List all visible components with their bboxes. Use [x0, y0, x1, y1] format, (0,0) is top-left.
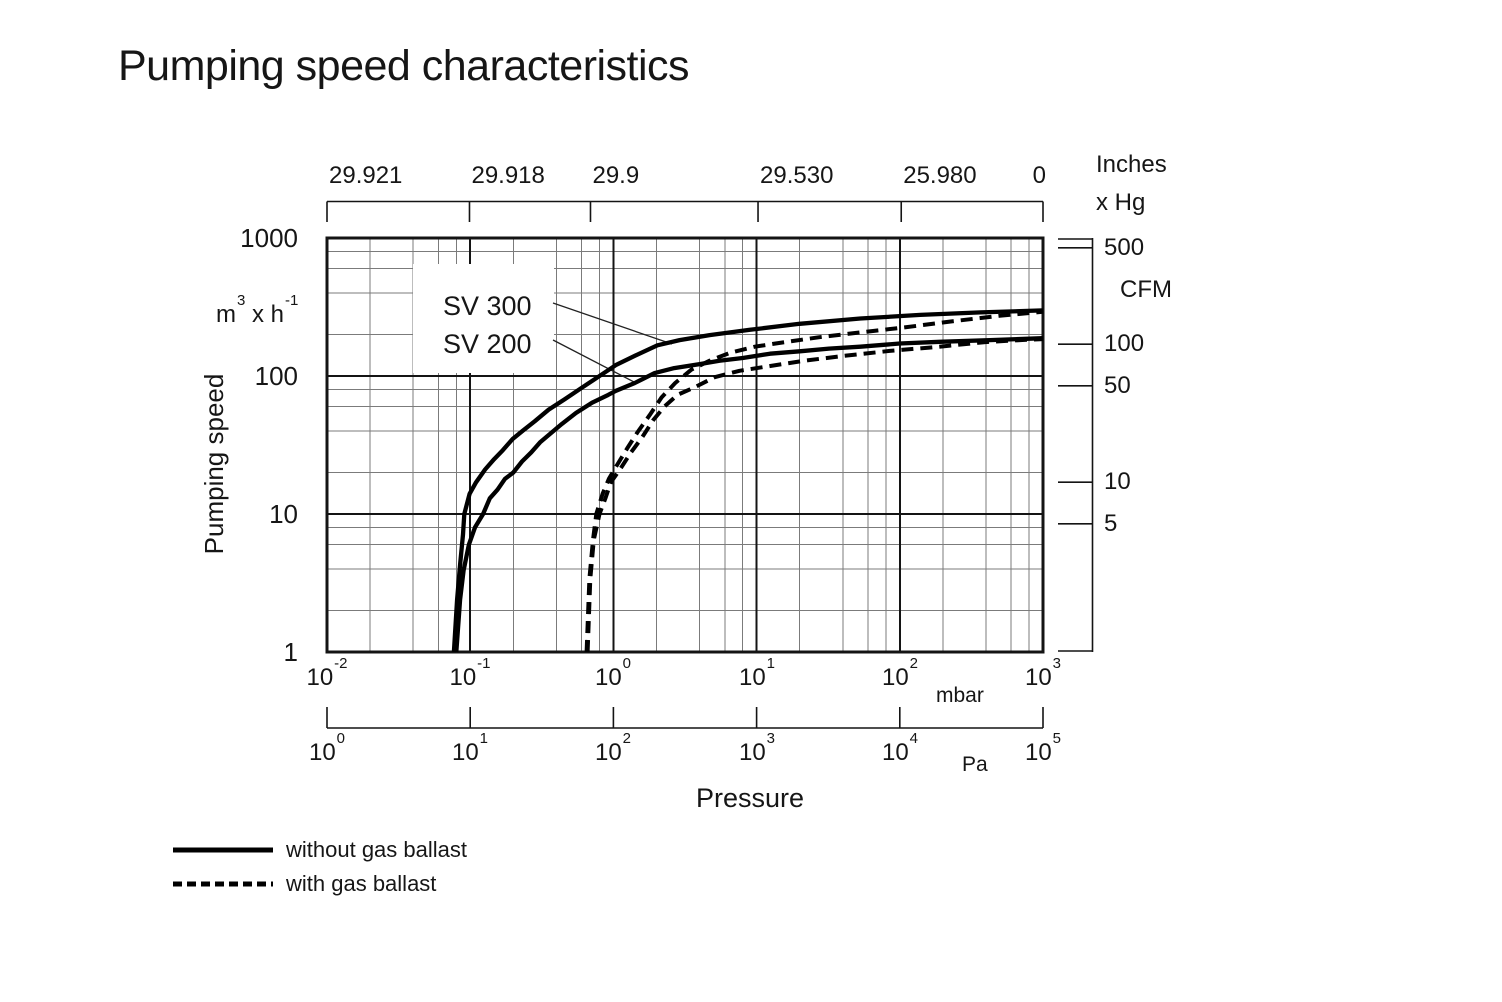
pa-tick-label: 102 [594, 730, 632, 766]
pa-tick-label: 104 [881, 730, 919, 766]
cfm-axis-title: CFM [1120, 276, 1172, 303]
mbar-tick-label: 10-1 [449, 655, 491, 691]
top-axis-tick-label: 29.530 [760, 162, 834, 189]
annotation-sv300: SV 300 [443, 291, 532, 321]
curve-sv200-without-gb [454, 336, 1044, 653]
mbar-unit-label: mbar [936, 684, 984, 707]
mbar-tick-label: 10-2 [306, 655, 348, 691]
callout-box [413, 264, 554, 373]
y-axis-tick-label: 1000 [240, 223, 298, 253]
top-axis-unit-line2: x Hg [1096, 189, 1146, 216]
pa-tick-label: 103 [738, 730, 776, 766]
pa-tick-label: 105 [1024, 730, 1062, 766]
y-axis-title: Pumping speed [199, 373, 229, 555]
pa-tick-label: 100 [308, 730, 346, 766]
top-axis-tick-label: 25.980 [903, 162, 977, 189]
legend-label-without-gas-ballast: without gas ballast [286, 837, 467, 862]
cfm-tick-label: 50 [1104, 371, 1131, 399]
y-axis-tick-label: 100 [254, 361, 298, 391]
mbar-tick-label: 102 [881, 655, 919, 691]
leader-lines [552, 302, 673, 384]
top-axis-tick-label: 29.918 [471, 162, 545, 189]
cfm-tick-label: 5 [1104, 509, 1118, 537]
y-axis-tick-label: 1 [283, 637, 298, 667]
top-ruler [326, 200, 1044, 222]
legend-label-with-gas-ballast: with gas ballast [286, 871, 437, 896]
annotation-sv200: SV 200 [443, 329, 532, 359]
x-axis-title: Pressure [695, 783, 805, 813]
curve-sv300-without-gb [451, 308, 1044, 653]
pa-unit-label: Pa [962, 753, 988, 776]
top-axis-tick-label: 29.9 [592, 162, 640, 189]
top-axis-unit-line1: Inches [1096, 151, 1167, 178]
mbar-tick-label: 100 [594, 655, 632, 691]
chart-border [325, 236, 1045, 654]
page-title: Pumping speed characteristics [118, 42, 690, 90]
cfm-tick-label: 100 [1104, 330, 1145, 358]
cfm-ruler [1058, 238, 1094, 652]
top-axis-tick-label: 29.921 [329, 162, 403, 189]
curve-sv200-with-gb [585, 337, 1044, 653]
y-axis-tick-label: 10 [269, 499, 298, 529]
cfm-tick-label: 500 [1104, 233, 1145, 261]
pa-tick-label: 101 [451, 730, 489, 766]
top-axis-tick-label: 0 [1032, 162, 1046, 189]
pa-ruler [326, 707, 1044, 729]
curve-sv300-with-gb [584, 309, 1044, 653]
y-axis-unit: m3 x h-1 [216, 292, 299, 328]
grid-minor-lines [327, 238, 1043, 652]
mbar-tick-label: 103 [1024, 655, 1062, 691]
mbar-tick-label: 101 [738, 655, 776, 691]
cfm-tick-label: 10 [1104, 468, 1131, 496]
